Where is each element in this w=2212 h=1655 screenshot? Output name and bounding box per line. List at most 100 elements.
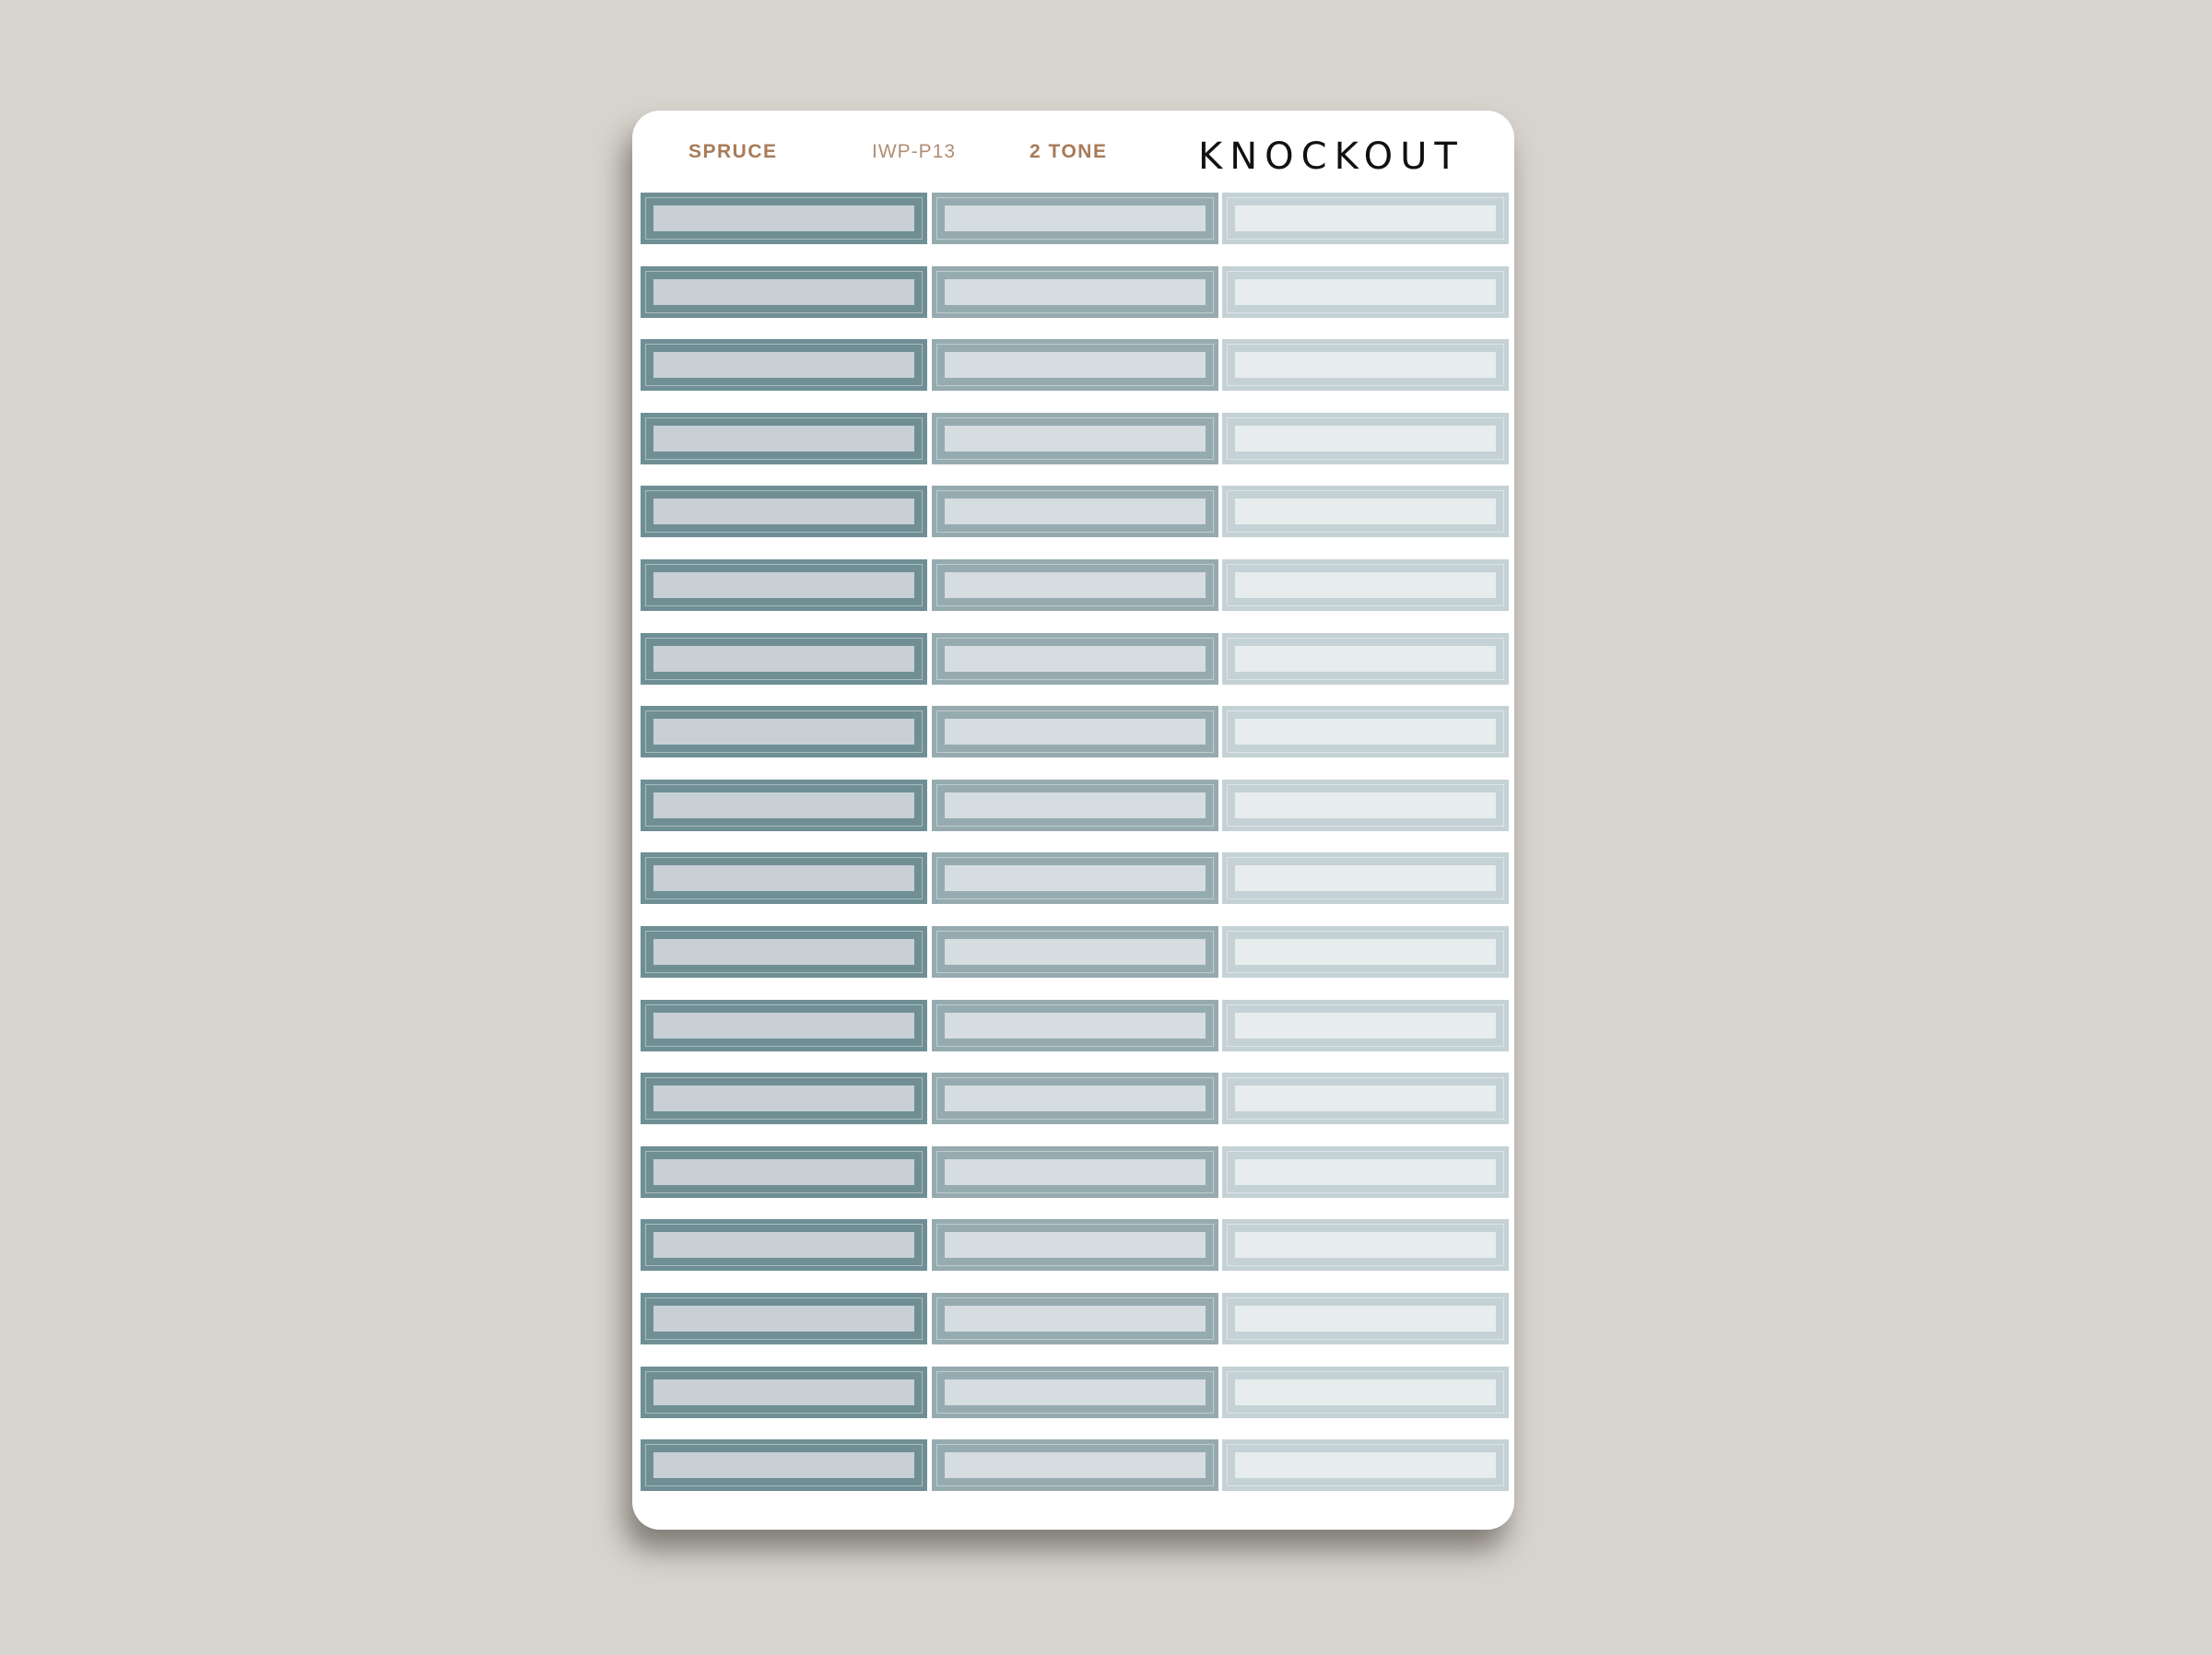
sticker-medium — [932, 1073, 1218, 1125]
sticker-inner-panel — [945, 1012, 1206, 1039]
sticker-border-line — [936, 417, 1214, 460]
sticker-border-line — [936, 270, 1214, 313]
sticker-inner-panel — [1235, 1452, 1496, 1479]
sticker-dark — [641, 1439, 927, 1492]
sticker-border-line — [645, 1224, 923, 1267]
sticker-border-line — [936, 564, 1214, 606]
sticker-inner-panel — [945, 865, 1206, 892]
sticker-border-line — [936, 1297, 1214, 1340]
sticker-medium — [932, 632, 1218, 685]
sticker-inner-panel — [653, 1379, 914, 1405]
sticker-medium — [932, 1366, 1218, 1418]
sticker-light — [1222, 779, 1509, 831]
sticker-inner-panel — [1235, 205, 1496, 231]
sticker-medium — [932, 559, 1218, 611]
sticker-border-line — [1227, 1150, 1504, 1193]
sticker-border-line — [1227, 1004, 1504, 1047]
sticker-dark — [641, 706, 927, 758]
sticker-light — [1222, 852, 1509, 905]
sticker-inner-panel — [945, 792, 1206, 818]
sticker-inner-panel — [945, 939, 1206, 965]
sticker-inner-panel — [653, 1232, 914, 1259]
sticker-inner-panel — [653, 719, 914, 745]
sticker-border-line — [645, 490, 923, 534]
sticker-border-line — [936, 1004, 1214, 1047]
sticker-inner-panel — [1235, 865, 1496, 892]
sticker-border-line — [936, 344, 1214, 387]
sticker-medium — [932, 1293, 1218, 1344]
sticker-border-line — [645, 783, 923, 827]
brand-logo: KNOCKOUT — [1198, 135, 1465, 178]
sticker-inner-panel — [945, 719, 1206, 745]
sticker-inner-panel — [945, 352, 1206, 379]
sticker-border-line — [645, 270, 923, 313]
sticker-border-line — [645, 417, 923, 460]
sticker-inner-panel — [1235, 278, 1496, 305]
sticker-light — [1222, 339, 1509, 392]
sticker-inner-panel — [1235, 499, 1496, 525]
sticker-inner-panel — [1235, 1086, 1496, 1112]
sticker-border-line — [936, 1370, 1214, 1414]
sticker-border-line — [1227, 1077, 1504, 1121]
sticker-border-line — [645, 197, 923, 240]
sticker-light — [1222, 412, 1509, 464]
sticker-light — [1222, 193, 1509, 244]
sticker-dark — [641, 193, 927, 244]
sticker-medium — [932, 1219, 1218, 1272]
sticker-inner-panel — [653, 205, 914, 231]
sticker-inner-panel — [945, 1306, 1206, 1332]
sticker-sheet: SPRUCE IWP-P13 2 TONE KNOCKOUT — [632, 111, 1514, 1530]
sticker-dark — [641, 852, 927, 905]
sticker-border-line — [936, 490, 1214, 534]
sticker-inner-panel — [1235, 572, 1496, 598]
sticker-border-line — [1227, 1444, 1504, 1487]
sticker-medium — [932, 486, 1218, 538]
sticker-inner-panel — [945, 572, 1206, 598]
sticker-inner-panel — [945, 1452, 1206, 1479]
sticker-inner-panel — [1235, 1158, 1496, 1185]
sticker-inner-panel — [945, 1232, 1206, 1259]
sticker-dark — [641, 486, 927, 538]
sticker-inner-panel — [945, 278, 1206, 305]
sticker-inner-panel — [1235, 1012, 1496, 1039]
sticker-medium — [932, 1439, 1218, 1492]
sticker-border-line — [1227, 783, 1504, 827]
sticker-medium — [932, 999, 1218, 1051]
sticker-border-line — [936, 197, 1214, 240]
sticker-inner-panel — [1235, 792, 1496, 818]
sticker-border-line — [645, 344, 923, 387]
sticker-dark — [641, 999, 927, 1051]
sticker-border-line — [645, 1444, 923, 1487]
sticker-medium — [932, 339, 1218, 392]
sticker-dark — [641, 632, 927, 685]
sticker-light — [1222, 559, 1509, 611]
sticker-dark — [641, 1073, 927, 1125]
sticker-border-line — [645, 1004, 923, 1047]
sticker-inner-panel — [653, 1452, 914, 1479]
sticker-medium — [932, 193, 1218, 244]
sticker-dark — [641, 1293, 927, 1344]
sticker-inner-panel — [1235, 1379, 1496, 1405]
sticker-dark — [641, 1145, 927, 1198]
sticker-inner-panel — [653, 499, 914, 525]
sticker-border-line — [936, 710, 1214, 754]
sticker-border-line — [1227, 490, 1504, 534]
sticker-inner-panel — [1235, 352, 1496, 379]
sticker-inner-panel — [1235, 425, 1496, 452]
sticker-border-line — [1227, 197, 1504, 240]
sticker-light — [1222, 632, 1509, 685]
sticker-dark — [641, 265, 927, 318]
sticker-dark — [641, 339, 927, 392]
sticker-dark — [641, 1219, 927, 1272]
sticker-light — [1222, 1366, 1509, 1418]
sticker-light — [1222, 486, 1509, 538]
sticker-border-line — [936, 637, 1214, 680]
sticker-border-line — [1227, 270, 1504, 313]
sticker-inner-panel — [945, 1086, 1206, 1112]
sticker-inner-panel — [653, 572, 914, 598]
sticker-medium — [932, 706, 1218, 758]
sticker-light — [1222, 1439, 1509, 1492]
sticker-medium — [932, 926, 1218, 978]
sticker-light — [1222, 999, 1509, 1051]
sticker-light — [1222, 1293, 1509, 1344]
